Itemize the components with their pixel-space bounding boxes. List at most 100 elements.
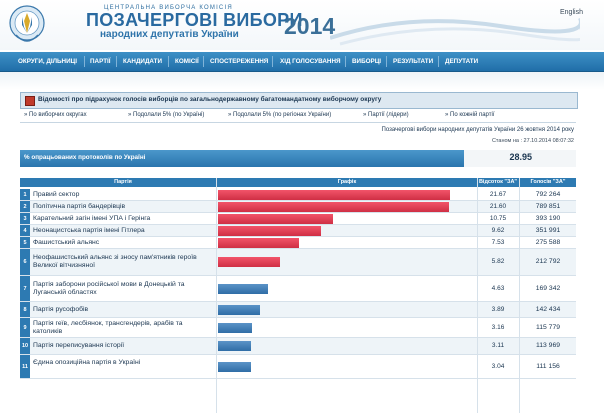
table-row[interactable]: 4 Неонацистська партія імені Гітлера 9.62 3… [20, 225, 576, 237]
table-row[interactable]: 7 Партія заборони російської мови в Донец… [20, 276, 576, 302]
vote-share-bar [218, 226, 321, 236]
subtab-each-party[interactable]: » По кожній партії [445, 112, 495, 118]
nav-item-candidates[interactable]: КАНДИДАТИ [123, 58, 163, 65]
vote-share-bar [218, 284, 268, 294]
site-subtitle: народних депутатів України [100, 29, 239, 40]
bar-track [218, 201, 476, 212]
table-row[interactable]: 11 Єдина опозиційна партія в Україні 3.04 1… [20, 355, 576, 379]
subtab-passed-5-regions[interactable]: » Подолали 5% (по регіонах України) [228, 112, 332, 118]
bar-track [218, 318, 476, 337]
protocols-label: % опрацьованих протоколів по Україні [24, 154, 146, 161]
bar-track [218, 302, 476, 317]
decorative-swirl-icon [330, 18, 580, 46]
bar-track [218, 237, 476, 248]
vote-percent: 10.75 [489, 215, 507, 222]
vote-share-bar [218, 362, 251, 372]
bar-track [218, 276, 476, 301]
info-bullet-icon [25, 96, 35, 106]
nav-separator [345, 56, 346, 67]
nav-separator [84, 56, 85, 67]
party-name-link[interactable]: Єдина опозиційна партія в Україні [33, 359, 141, 366]
table-row[interactable]: 1 Правий сектор 21.67 792 264 [20, 189, 576, 201]
header-party: Партія [114, 179, 132, 185]
vote-share-bar [218, 214, 333, 224]
table-row[interactable]: 3 Карательний загін імені УПА і Герінга 10… [20, 213, 576, 225]
vote-percent: 3.11 [491, 342, 505, 349]
bar-track [218, 225, 476, 236]
nav-separator [203, 56, 204, 67]
protocols-bar: % опрацьованих протоколів по Україні [20, 150, 464, 167]
header-graph: Графік [337, 179, 357, 185]
party-name-link[interactable]: Фашистський альянс [33, 239, 100, 246]
column-divider [519, 178, 520, 413]
header-votes: Голосів "ЗА" [530, 179, 566, 185]
vote-count: 393 190 [535, 215, 561, 222]
vote-percent: 9.62 [491, 227, 505, 234]
vote-percent: 3.04 [491, 363, 505, 370]
party-name-link[interactable]: Політична партія бандерівців [33, 203, 126, 210]
vote-count: 115 779 [535, 324, 561, 331]
table-row[interactable]: 6 Неофашистський альянс зі зносу пам'ятни… [20, 249, 576, 276]
subtab-passed-5-ukraine[interactable]: » Подолали 5% (по Україні) [128, 112, 205, 118]
nav-item-voting-progress[interactable]: ХІД ГОЛОСУВАННЯ [280, 58, 341, 65]
site-year: 2014 [284, 13, 336, 39]
info-title: Відомості про підрахунок голосів виборці… [38, 96, 382, 103]
vote-share-bar [218, 341, 251, 351]
party-name-link[interactable]: Карательний загін імені УПА і Герінга [33, 215, 151, 222]
decorative-band [0, 72, 604, 90]
table-row[interactable]: 8 Партія русофобів 3.89 142 434 [20, 302, 576, 318]
party-name-link[interactable]: Партія русофобів [33, 306, 89, 313]
results-table: Партія Графік Відсоток "ЗА" Голосів "ЗА"… [20, 178, 576, 413]
vote-count: 142 434 [535, 306, 561, 313]
party-name-link[interactable]: Правий сектор [33, 191, 80, 198]
nav-item-observation[interactable]: СПОСТЕРЕЖЕННЯ [210, 58, 269, 65]
vote-count: 789 851 [535, 203, 561, 210]
subtab-by-districts[interactable]: » По виборчих округах [24, 112, 87, 118]
party-name-link[interactable]: Партія переписування історії [33, 342, 125, 349]
vote-count: 212 792 [535, 258, 561, 265]
row-number: 3 [20, 213, 30, 224]
party-name-link[interactable]: Неофашистський альянс зі зносу пам'ятник… [33, 254, 197, 269]
nav-separator [116, 56, 117, 67]
nav-item-commissions[interactable]: КОМІСІЇ [175, 58, 199, 65]
english-language-link[interactable]: English [560, 9, 583, 16]
party-name-link[interactable]: Партія геїв, лесбіянок, трансгендерів, а… [33, 320, 183, 335]
table-row[interactable]: 2 Політична партія бандерівців 21.60 789 85… [20, 201, 576, 213]
vote-count: 169 342 [535, 285, 561, 292]
vote-count: 113 969 [535, 342, 561, 349]
bar-track [218, 338, 476, 354]
protocols-value: 28.95 [509, 152, 532, 162]
vote-count: 792 264 [535, 191, 561, 198]
result-subtabs: » По виборчих округах » Подолали 5% (по … [20, 110, 576, 123]
subtab-party-leaders[interactable]: » Партії (лідери) [363, 112, 409, 118]
nav-item-parties[interactable]: ПАРТІЇ [90, 58, 111, 65]
vote-percent: 3.16 [491, 324, 505, 331]
subtab-label: Партії (лідери) [368, 112, 409, 118]
bar-track [218, 213, 476, 224]
row-number: 1 [20, 189, 30, 200]
main-nav: ОКРУГИ, ДІЛЬНИЦІ ПАРТІЇ КАНДИДАТИ КОМІСІ… [0, 52, 604, 72]
vote-percent: 3.89 [491, 306, 505, 313]
nav-item-deputies[interactable]: ДЕПУТАТИ [445, 58, 479, 65]
table-header: Партія Графік Відсоток "ЗА" Голосів "ЗА" [20, 178, 576, 187]
nav-separator [168, 56, 169, 67]
table-row[interactable]: 10 Партія переписування історії 3.11 113 96… [20, 338, 576, 355]
table-row[interactable]: 5 Фашистський альянс 7.53 275 588 [20, 237, 576, 249]
vote-percent: 4.63 [491, 285, 505, 292]
party-name-link[interactable]: Партія заборони російської мови в Донець… [33, 281, 185, 296]
vote-percent: 7.53 [491, 239, 505, 246]
row-number: 4 [20, 225, 30, 236]
nav-item-voters[interactable]: ВИБОРЦІ [352, 58, 382, 65]
nav-item-results[interactable]: РЕЗУЛЬТАТИ [393, 58, 434, 65]
cec-emblem-icon[interactable] [8, 3, 46, 47]
vote-count: 111 156 [536, 363, 560, 370]
party-name-link[interactable]: Неонацистська партія імені Гітлера [33, 227, 145, 234]
nav-item-districts[interactable]: ОКРУГИ, ДІЛЬНИЦІ [18, 58, 77, 65]
column-divider [477, 178, 478, 413]
site-header: ЦЕНТРАЛЬНА ВИБОРЧА КОМІСІЯ ПОЗАЧЕРГОВІ В… [0, 0, 604, 50]
header-percent: Відсоток "ЗА" [478, 179, 518, 185]
table-row[interactable]: 9 Партія геїв, лесбіянок, трансгендерів, … [20, 318, 576, 338]
subtab-label: Подолали 5% (по регіонах України) [233, 112, 332, 118]
site-title: ПОЗАЧЕРГОВІ ВИБОРИ [86, 10, 303, 30]
commission-name: ЦЕНТРАЛЬНА ВИБОРЧА КОМІСІЯ [104, 5, 233, 11]
